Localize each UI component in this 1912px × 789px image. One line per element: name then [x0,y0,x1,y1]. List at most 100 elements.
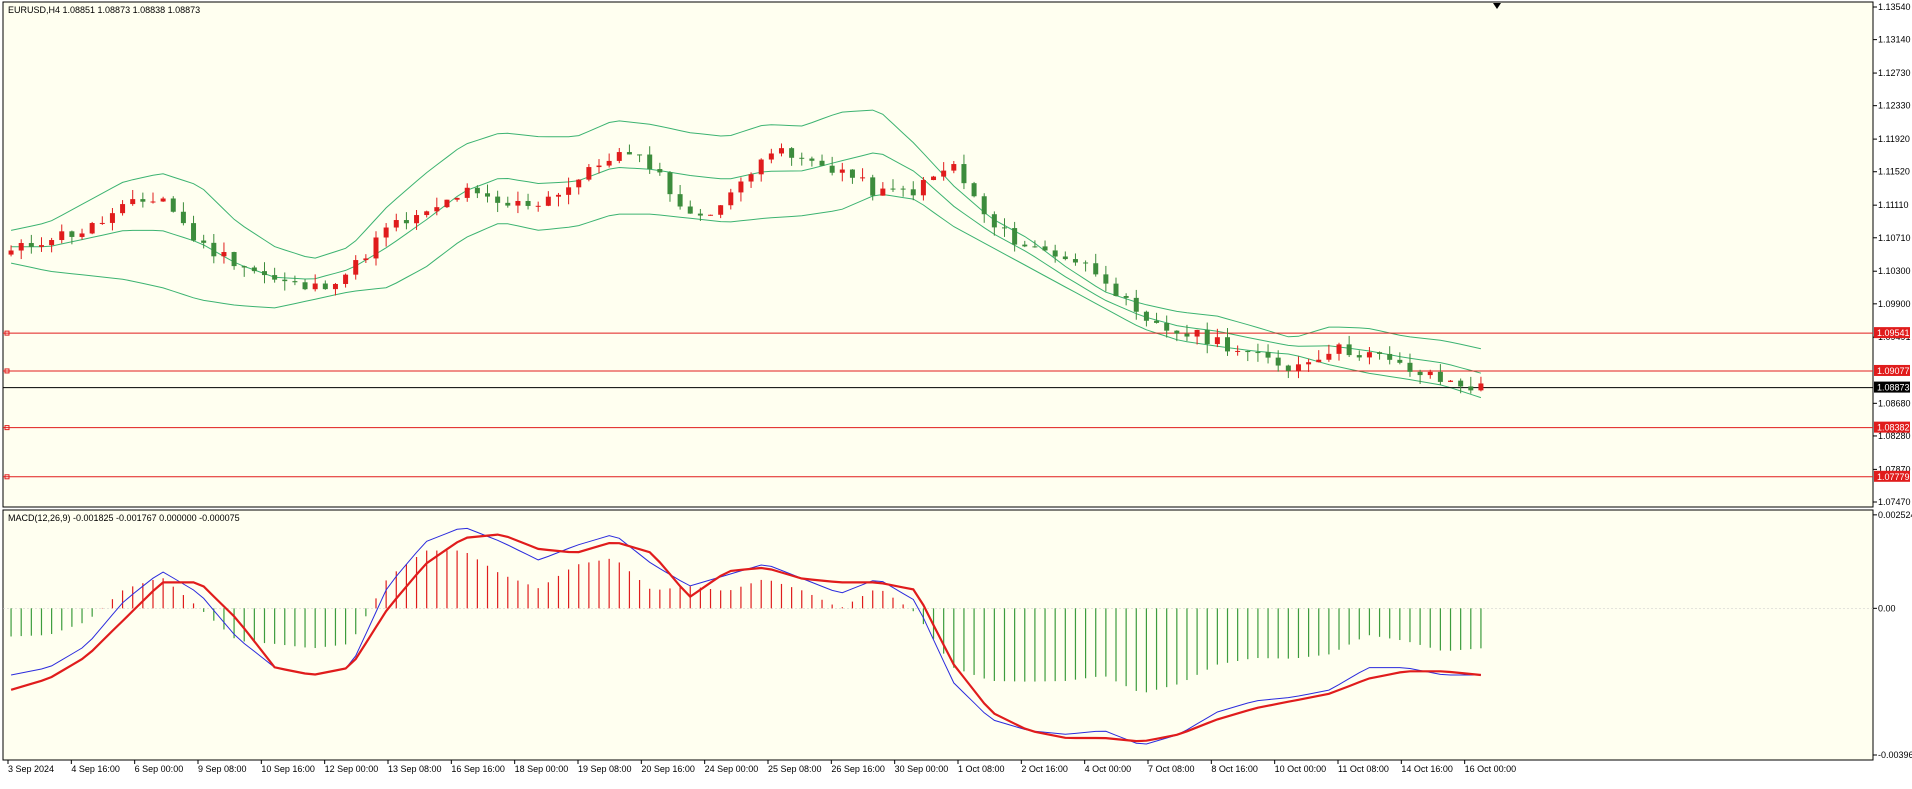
macd-axis: 0.002524 0.00 -0.00396 [1873,510,1912,760]
bull-candle [363,258,369,261]
bull-candle [454,197,460,200]
bear-candle [1062,256,1068,260]
bull-candle [778,148,784,154]
horizontal-levels [3,330,1873,480]
bull-candle [221,252,227,257]
bear-candle [1417,371,1423,376]
bull-candle [38,245,44,247]
time-tick-label: 12 Sep 00:00 [325,764,379,774]
bear-candle [241,266,247,268]
bull-candle [596,165,602,168]
bear-candle [261,271,267,276]
bull-candle [130,199,136,205]
bear-candle [697,213,703,216]
level-anchor-icon [4,368,10,374]
price-tick-label: 1.12330 [1878,101,1911,111]
time-tick-label: 25 Sep 08:00 [768,764,822,774]
time-tick-label: 13 Sep 08:00 [388,764,442,774]
bull-candle [738,181,744,193]
bull-candle [748,174,754,182]
bear-candle [1001,227,1007,229]
bear-candle [180,211,186,224]
bull-candle [343,274,349,284]
bull-candle [8,250,14,255]
bear-candle [900,188,906,190]
bear-candle [1042,246,1048,251]
time-tick-label: 10 Oct 00:00 [1275,764,1327,774]
bull-candle [109,213,115,223]
bull-candle [515,200,521,206]
bear-candle [1133,297,1139,312]
level-labels: 1.09541 1.09077 1.08382 1.07779 1.08873 [1874,327,1910,482]
bear-candle [1407,362,1413,372]
bear-candle [1397,359,1403,363]
time-tick-label: 24 Sep 00:00 [705,764,759,774]
bear-candle [829,165,835,173]
bear-candle [485,193,491,197]
bear-candle [1225,337,1231,352]
bear-candle [1458,380,1464,387]
bull-candle [120,204,126,214]
bear-candle [1164,322,1170,331]
bull-candle [1194,329,1200,337]
time-tick-label: 16 Sep 16:00 [451,764,505,774]
bear-candle [1265,352,1271,358]
bull-candle [1427,371,1433,376]
price-tick-label: 1.11110 [1878,200,1909,210]
bull-candle [383,227,389,238]
bear-candle [292,281,298,283]
bull-candle [880,188,886,196]
bear-candle [647,154,653,170]
bull-candle [718,205,724,215]
bear-candle [981,196,987,215]
bull-candle [1214,337,1220,345]
bear-candle [282,279,288,282]
bear-candle [1387,353,1393,360]
level-price-label: 1.09541 [1877,328,1910,338]
level-price-badge [1874,470,1910,482]
price-panel-bg[interactable] [2,1,1874,508]
bull-candle [464,187,470,198]
bear-candle [637,154,643,156]
level-anchor-icon [4,425,10,431]
scroll-marker-icon[interactable] [1493,3,1501,9]
bear-candle [1032,246,1038,248]
level-price-label: 1.08382 [1877,423,1910,433]
bull-candle [373,237,379,259]
bull-candle [1306,362,1312,365]
bull-candle [931,176,937,181]
macd-signal-line [10,533,1482,743]
bull-candle [1316,359,1322,363]
bear-candle [1204,329,1210,345]
time-tick-label: 10 Sep 16:00 [261,764,315,774]
time-tick-label: 6 Sep 00:00 [135,764,184,774]
bull-candle [1295,364,1301,371]
bull-candle [566,187,572,195]
time-tick-label: 16 Oct 00:00 [1465,764,1517,774]
bear-candle [201,240,207,243]
bear-candle [657,169,663,173]
bull-candle [1448,380,1454,382]
bear-candle [1012,228,1018,245]
bull-candle [353,260,359,275]
bull-candle [1235,350,1241,352]
price-tick-label: 1.08680 [1878,398,1911,408]
bear-candle [819,160,825,166]
bear-candle [1113,283,1119,297]
bear-candle [1103,274,1109,284]
level-price-label: 1.09077 [1877,366,1910,376]
bear-candle [403,220,409,224]
bear-candle [991,214,997,228]
bear-candle [849,169,855,178]
bull-candle [576,179,582,188]
candles[interactable] [8,143,1484,394]
level-price-label: 1.07779 [1877,472,1910,482]
bull-candle [49,240,55,246]
bear-candle [191,223,197,241]
bear-candle [272,275,278,280]
bull-candle [708,214,714,216]
price-tick-label: 1.11920 [1878,134,1910,144]
bull-candle [606,160,612,166]
bull-candle [424,211,430,216]
